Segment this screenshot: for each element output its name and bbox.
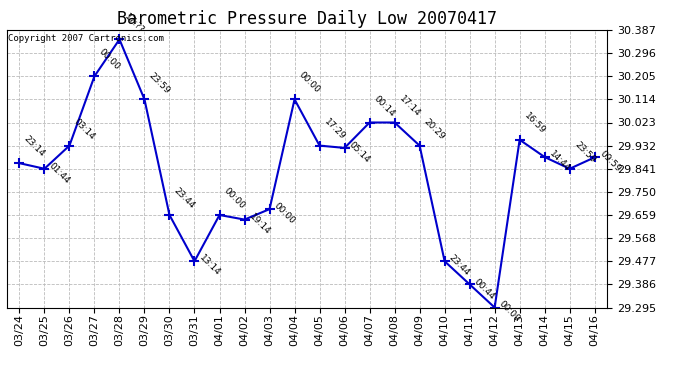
- Text: 17:29: 17:29: [322, 117, 347, 141]
- Text: 13:14: 13:14: [197, 254, 222, 278]
- Text: 00:00: 00:00: [222, 186, 247, 211]
- Text: 00:00: 00:00: [273, 201, 297, 226]
- Text: 03:14: 03:14: [72, 117, 97, 141]
- Text: 23:44: 23:44: [447, 254, 472, 278]
- Text: 16:59: 16:59: [522, 111, 547, 136]
- Text: 17:??: 17:??: [122, 12, 146, 35]
- Text: 23:59: 23:59: [147, 70, 172, 95]
- Text: 23:14: 23:14: [22, 135, 47, 159]
- Text: 19:14: 19:14: [247, 211, 272, 236]
- Text: 00:00: 00:00: [497, 300, 522, 324]
- Text: 23:59: 23:59: [573, 140, 597, 165]
- Text: 09:59: 09:59: [598, 149, 622, 174]
- Text: 00:00: 00:00: [297, 70, 322, 95]
- Text: 00:44: 00:44: [473, 276, 497, 301]
- Text: 20:29: 20:29: [422, 117, 447, 141]
- Text: 01:44: 01:44: [47, 161, 72, 185]
- Text: 23:44: 23:44: [172, 186, 197, 211]
- Text: 17:14: 17:14: [397, 94, 422, 118]
- Text: Copyright 2007 Cartronics.com: Copyright 2007 Cartronics.com: [8, 34, 164, 43]
- Text: 00:00: 00:00: [97, 47, 122, 72]
- Text: 00:14: 00:14: [373, 94, 397, 118]
- Title: Barometric Pressure Daily Low 20070417: Barometric Pressure Daily Low 20070417: [117, 10, 497, 28]
- Text: 14:44: 14:44: [547, 149, 572, 174]
- Text: 05:14: 05:14: [347, 140, 372, 165]
